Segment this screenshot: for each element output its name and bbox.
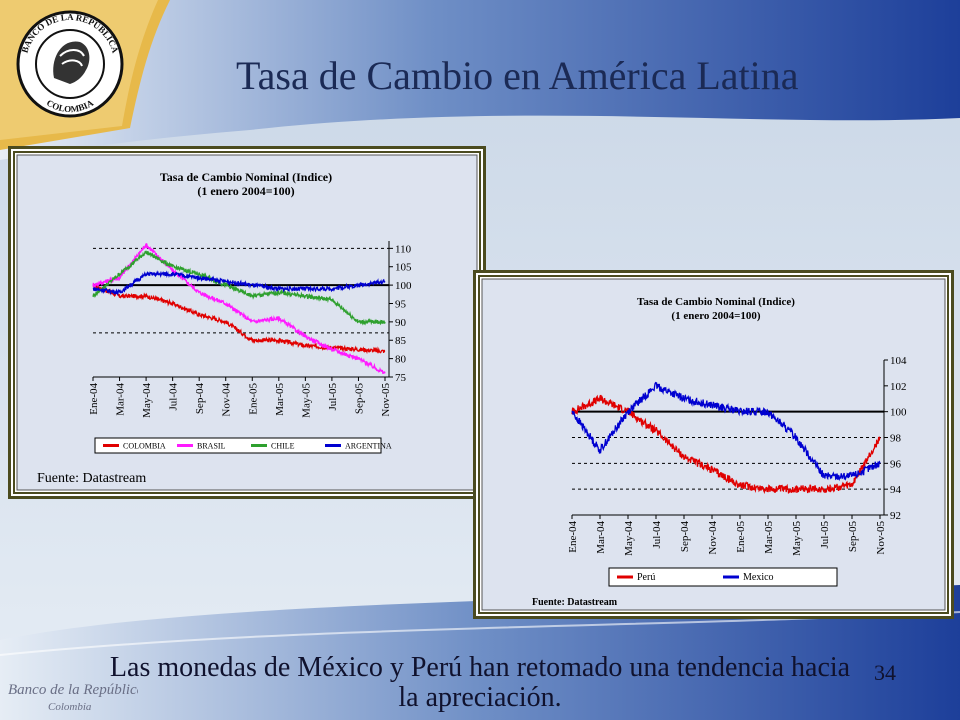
plot-background	[481, 278, 946, 611]
x-tick-label: Jul-04	[168, 383, 180, 411]
chart-subtitle: (1 enero 2004=100)	[197, 184, 294, 198]
y-tick-label: 100	[395, 280, 412, 292]
chart-source: Fuente: Datastream	[37, 471, 146, 486]
chart-frame-2: Tasa de Cambio Nominal (Indice) (1 enero …	[473, 270, 954, 619]
x-tick-label: Jul-05	[327, 383, 339, 411]
page-title: Tasa de Cambio en América Latina	[236, 53, 799, 98]
legend-box	[94, 437, 382, 454]
chart-subtitle: (1 enero 2004=100)	[671, 310, 760, 322]
x-tick-label: Nov-05	[875, 521, 887, 555]
y-tick-label: 94	[890, 484, 902, 496]
caption-line-2: la apreciación.	[398, 682, 562, 713]
x-tick-label: Mar-04	[595, 521, 607, 554]
y-tick-label: 85	[395, 335, 407, 347]
x-tick-label: Sep-04	[194, 383, 206, 415]
y-tick-label: 100	[890, 407, 907, 419]
x-tick-label: Nov-04	[707, 521, 719, 555]
legend-label: BRASIL	[197, 442, 226, 451]
series-line-mexico	[571, 381, 881, 482]
bank-seal-logo: BANCO DE LA REPÚBLICA COLOMBIA	[16, 10, 124, 118]
x-tick-label: Sep-05	[353, 383, 365, 415]
legend-label: COLOMBIA	[123, 442, 166, 451]
bank-wordmark-logo: Banco de la República Colombia	[8, 682, 138, 713]
y-tick-label: 90	[395, 317, 407, 329]
x-tick-label: Mar-04	[115, 383, 127, 416]
x-tick-label: May-05	[300, 383, 312, 418]
chart-source: Fuente: Datastream	[532, 597, 618, 608]
x-tick-label: Ene-04	[567, 521, 579, 553]
x-tick-label: May-04	[623, 521, 635, 556]
x-tick-label: Jul-05	[819, 521, 831, 549]
y-tick-label: 95	[395, 298, 407, 310]
y-tick-label: 80	[395, 354, 407, 366]
y-tick-label: 110	[395, 243, 412, 255]
x-tick-label: Nov-05	[380, 383, 392, 417]
y-tick-label: 96	[890, 458, 902, 470]
chart-title: Tasa de Cambio Nominal (Indice)	[160, 170, 332, 184]
wordmark-line-1: Banco de la República	[8, 682, 138, 698]
y-tick-label: 102	[890, 381, 907, 393]
series-line-colombia	[92, 282, 386, 355]
x-tick-label: Sep-04	[679, 521, 691, 553]
page-number: 34	[874, 660, 896, 685]
y-tick-label: 98	[890, 433, 902, 445]
x-tick-label: Sep-05	[847, 521, 859, 553]
legend-label: Mexico	[743, 572, 774, 583]
y-tick-label: 104	[890, 355, 907, 367]
x-tick-label: Jul-04	[651, 521, 663, 549]
x-tick-label: Ene-04	[88, 383, 100, 415]
x-tick-label: Ene-05	[247, 383, 259, 415]
series-line-chile	[92, 250, 386, 326]
x-tick-label: May-05	[791, 521, 803, 556]
x-tick-label: Ene-05	[735, 521, 747, 553]
slide-caption: Las monedas de México y Perú han retomad…	[0, 653, 960, 713]
legend-label: ARGENTINA	[345, 442, 392, 451]
chart-2: Tasa de Cambio Nominal (Indice) (1 enero …	[481, 278, 946, 611]
legend-label: CHILE	[271, 442, 295, 451]
caption-line-1: Las monedas de México y Perú han retomad…	[109, 652, 851, 683]
series-line-brasil	[92, 243, 386, 375]
y-tick-label: 75	[395, 372, 407, 384]
x-tick-label: Mar-05	[763, 521, 775, 554]
x-tick-label: Mar-05	[274, 383, 286, 416]
series-line-perú	[571, 394, 881, 495]
x-tick-label: May-04	[141, 383, 153, 418]
chart-frame-1: Tasa de Cambio Nominal (Indice) (1 enero …	[8, 146, 486, 499]
chart-1: Tasa de Cambio Nominal (Indice)(1 enero …	[16, 154, 478, 491]
y-tick-label: 92	[890, 510, 901, 522]
wordmark-line-2: Colombia	[48, 701, 92, 713]
x-tick-label: Nov-04	[221, 383, 233, 417]
y-tick-label: 105	[395, 262, 412, 274]
legend-label: Perú	[637, 572, 655, 583]
chart-title: Tasa de Cambio Nominal (Indice)	[637, 296, 795, 308]
series-line-argentina	[92, 270, 386, 297]
